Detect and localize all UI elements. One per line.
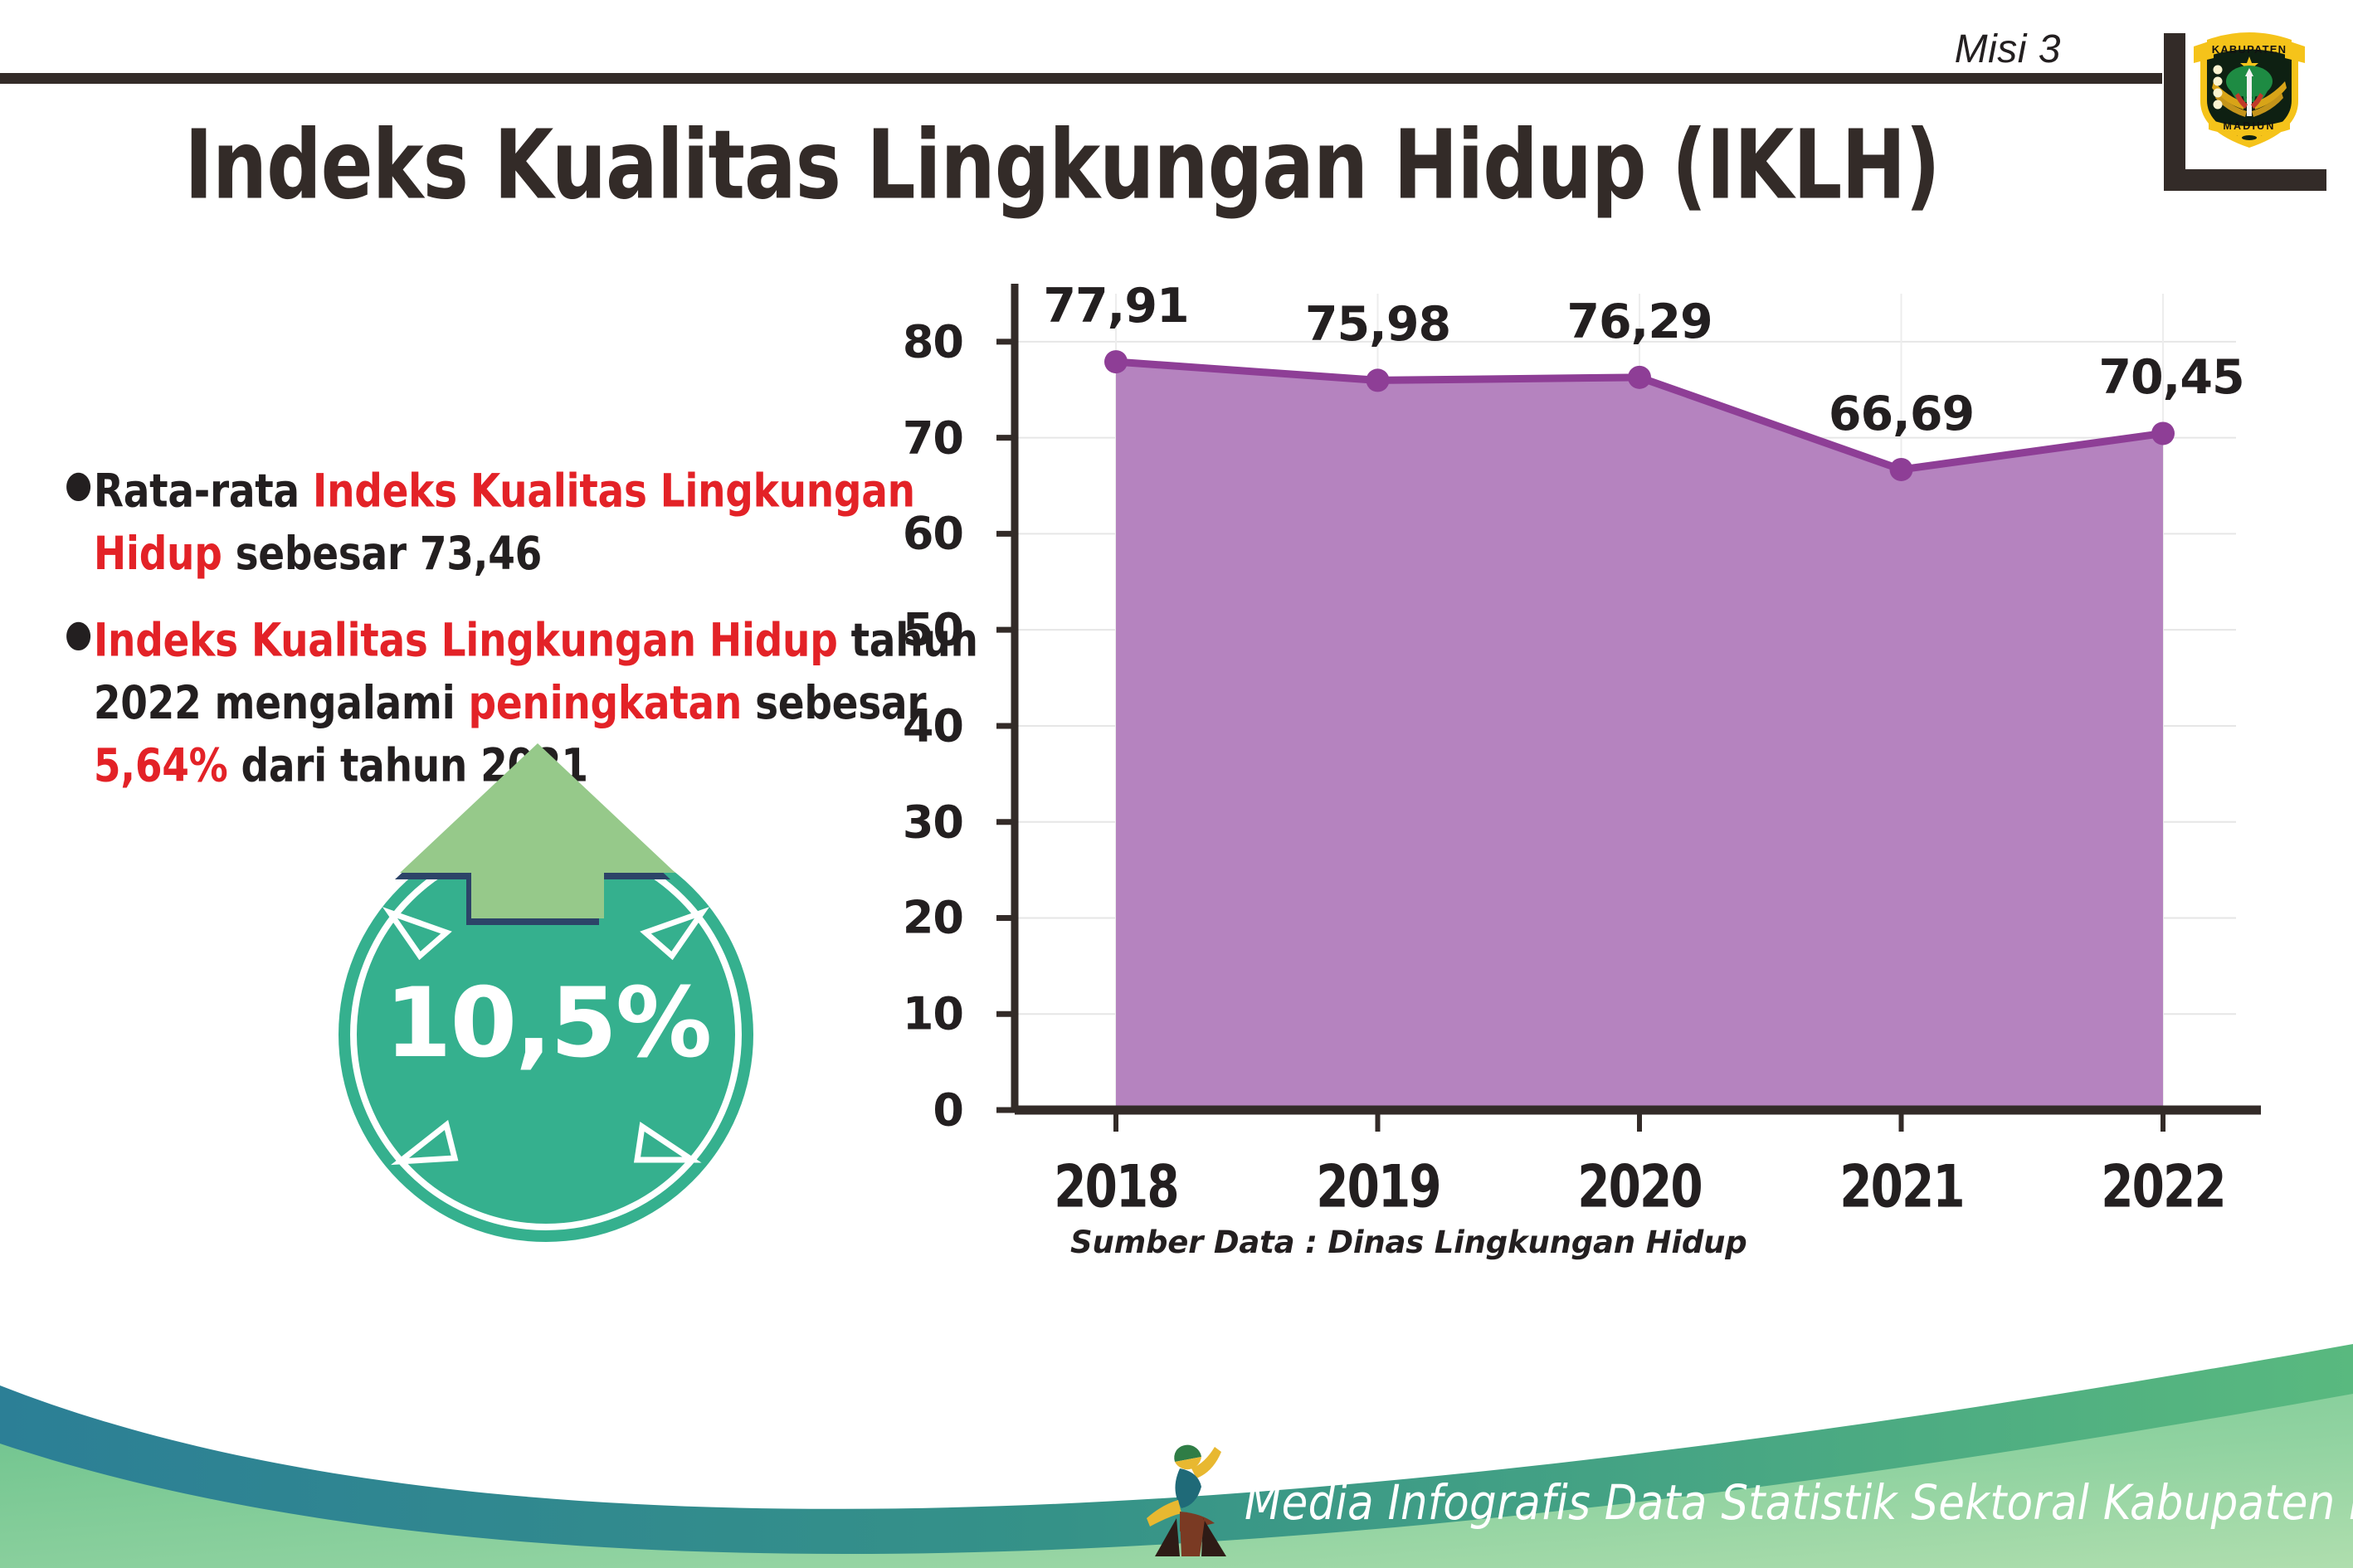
text-run: sebesar: [742, 675, 927, 730]
data-point-marker: [1366, 368, 1390, 392]
badge-tick-bl-icon: [391, 1119, 459, 1166]
data-point-label: 70,45: [2098, 350, 2244, 406]
y-axis-tick-label: 40: [902, 699, 964, 752]
growth-percent-label: 10,5%: [384, 967, 712, 1079]
y-axis-tick-label: 0: [933, 1083, 964, 1137]
footer-wave-decoration: [0, 1344, 2353, 1568]
bullet-text-2: Indeks Kualitas Lingkungan Hidup tahun 2…: [94, 610, 1002, 797]
text-run: sebesar 73,46: [222, 527, 543, 582]
growth-badge: 10,5%: [307, 722, 788, 1253]
svg-text:KABUPATEN: KABUPATEN: [2212, 43, 2287, 56]
header-rule: [0, 73, 2162, 84]
text-run: Rata-rata: [93, 464, 313, 519]
data-point-marker: [1628, 365, 1651, 389]
pencak-silat-figure-icon: [1147, 1444, 1226, 1556]
badge-tick-br-icon: [633, 1122, 702, 1163]
x-axis-tick-label: 2021: [1839, 1152, 1965, 1222]
data-point-label: 76,29: [1566, 294, 1712, 349]
source-note: Sumber Data : Dinas Lingkungan Hidup: [1070, 1225, 1747, 1260]
data-point-marker: [2151, 421, 2175, 446]
bullet-dot: ●: [65, 462, 92, 506]
area-fill: [1116, 362, 2163, 1111]
header-bracket-vertical: [2164, 33, 2185, 191]
highlight-run: 5,64%: [93, 738, 228, 793]
badge-tick-tl-icon: [382, 907, 452, 961]
y-axis-tick-label: 20: [902, 891, 964, 944]
y-axis-tick-label: 80: [902, 315, 964, 368]
svg-text:MADIUN: MADIUN: [2223, 120, 2275, 132]
list-item: ● Rata-rata Indeks Kualitas Lingkungan H…: [65, 460, 1002, 586]
data-point-label: 77,91: [1043, 279, 1189, 334]
y-axis-tick-label: 50: [902, 603, 964, 656]
data-point-label: 75,98: [1304, 297, 1451, 353]
header-bracket-foot: [2164, 169, 2326, 191]
x-axis-tick-label: 2019: [1315, 1152, 1441, 1222]
kabupaten-madiun-logo-icon: KABUPATEN MADIUN: [2194, 32, 2305, 148]
highlight-run: Indeks Kualitas Lingkungan Hidup: [93, 464, 915, 582]
x-axis-tick-label: 2018: [1054, 1152, 1179, 1222]
y-axis-tick-label: 10: [902, 987, 964, 1040]
y-axis-labels: 0 10 20 30 40 50 60 70 80: [903, 274, 2269, 1211]
bullet-text-1: Rata-rata Indeks Kualitas Lingkungan Hid…: [94, 460, 1002, 586]
y-axis-tick-label: 30: [902, 796, 964, 849]
badge-tick-tr-icon: [640, 907, 710, 961]
data-point-marker: [1104, 350, 1128, 374]
arrow-up-icon: [400, 743, 675, 918]
chart-canvas: [996, 284, 2261, 1132]
iklh-area-chart: 0 10 20 30 40 50 60 70 80 2018 2019 2020 2021 2022 7…: [903, 274, 2269, 1221]
data-point-marker: [1889, 457, 1913, 481]
page-title: Indeks Kualitas Lingkungan Hidup (IKLH): [184, 110, 1940, 221]
y-axis-tick-label: 60: [902, 507, 964, 560]
y-axis-tick-label: 70: [902, 411, 964, 465]
mission-label: Misi 3: [1954, 27, 2061, 71]
growth-badge-graphic: [339, 743, 753, 1242]
x-axis-tick-label: 2020: [1577, 1152, 1703, 1222]
list-item: ● Indeks Kualitas Lingkungan Hidup tahun…: [65, 610, 1002, 797]
highlight-run: Indeks Kualitas Lingkungan Hidup: [93, 613, 838, 668]
highlight-run: peningkatan: [468, 675, 742, 730]
highlights-list: ● Rata-rata Indeks Kualitas Lingkungan H…: [65, 460, 1002, 792]
text-run: tahun 2022 mengalami: [93, 613, 978, 730]
data-point-label: 66,69: [1828, 386, 1975, 441]
footer-caption: Media Infografis Data Statistik Sektoral…: [1245, 1475, 2353, 1531]
x-axis-tick-label: 2022: [2101, 1152, 2226, 1222]
bullet-dot: ●: [65, 611, 92, 655]
